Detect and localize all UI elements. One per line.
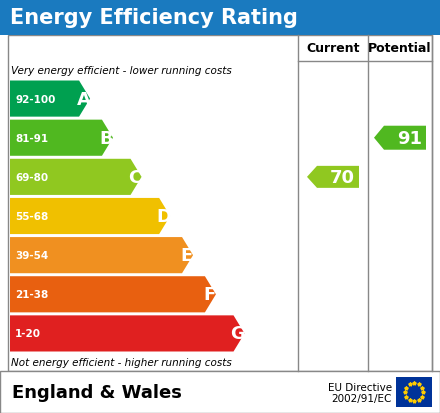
Bar <box>8 36 432 371</box>
Text: 69-80: 69-80 <box>15 173 48 183</box>
Bar <box>396 377 432 407</box>
Text: Potential: Potential <box>368 43 432 55</box>
Bar <box>0 371 440 413</box>
Text: 81-91: 81-91 <box>15 133 48 143</box>
Text: 21-38: 21-38 <box>15 290 48 299</box>
Text: 2002/91/EC: 2002/91/EC <box>332 393 392 403</box>
Text: B: B <box>99 129 113 147</box>
Text: Energy Efficiency Rating: Energy Efficiency Rating <box>10 8 298 28</box>
Text: 1-20: 1-20 <box>15 329 41 339</box>
Text: 92-100: 92-100 <box>15 94 55 104</box>
Text: D: D <box>156 207 171 225</box>
Text: E: E <box>180 247 193 264</box>
Polygon shape <box>10 199 170 235</box>
Text: G: G <box>231 325 246 343</box>
Text: Not energy efficient - higher running costs: Not energy efficient - higher running co… <box>11 357 232 367</box>
Text: EU Directive: EU Directive <box>328 382 392 392</box>
Text: 70: 70 <box>330 169 355 186</box>
Polygon shape <box>10 277 216 313</box>
Text: 91: 91 <box>397 129 422 147</box>
Text: England & Wales: England & Wales <box>12 383 182 401</box>
Polygon shape <box>307 166 359 188</box>
Text: Very energy efficient - lower running costs: Very energy efficient - lower running co… <box>11 66 232 76</box>
Polygon shape <box>10 237 193 273</box>
Text: Current: Current <box>306 43 360 55</box>
Text: F: F <box>203 286 216 304</box>
Polygon shape <box>10 81 90 117</box>
Bar <box>0 0 440 36</box>
Text: A: A <box>77 90 91 108</box>
Polygon shape <box>10 316 245 351</box>
Polygon shape <box>374 126 426 150</box>
Text: 39-54: 39-54 <box>15 251 48 261</box>
Polygon shape <box>10 120 113 157</box>
Polygon shape <box>10 159 142 195</box>
Text: C: C <box>128 169 142 186</box>
Text: 55-68: 55-68 <box>15 211 48 221</box>
